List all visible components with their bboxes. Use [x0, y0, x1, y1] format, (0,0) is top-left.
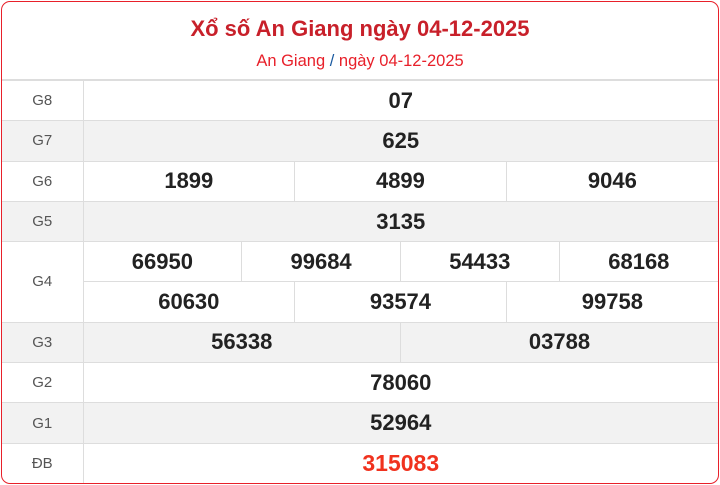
prize-number: 52964	[82, 402, 718, 444]
prize-row-g5: G5 3135	[2, 200, 718, 243]
prize-number: 99758	[505, 281, 718, 323]
prize-row-g4-2: 60630 93574 99758	[2, 281, 718, 323]
breadcrumb: An Giang / ngày 04-12-2025	[2, 52, 718, 71]
prize-label: G5	[2, 200, 84, 243]
special-prize-number: 315083	[82, 442, 718, 483]
prize-number: 3135	[82, 200, 718, 243]
breadcrumb-separator: /	[329, 52, 335, 70]
breadcrumb-province-link[interactable]: An Giang	[256, 52, 326, 70]
prize-number: 68168	[558, 241, 718, 283]
breadcrumb-date-link[interactable]: ngày 04-12-2025	[338, 52, 464, 70]
prize-label: G3	[2, 321, 84, 364]
prize-row-g7: G7 625	[2, 120, 718, 162]
prize-number: 66950	[82, 241, 243, 283]
page-title: Xổ số An Giang ngày 04-12-2025	[190, 16, 530, 41]
prize-row-g8: G8 07	[2, 79, 718, 122]
prize-label: G4	[2, 241, 84, 323]
prize-row-g2: G2 78060	[2, 362, 718, 404]
results-table: G8 07 G7 625 G6 1899 4899 9046 G5 3135 G4 6…	[2, 79, 718, 483]
prize-number: 07	[82, 79, 718, 122]
prize-label: G8	[2, 79, 84, 122]
results-header: Xổ số An Giang ngày 04-12-2025 An Giang …	[2, 2, 718, 80]
prize-number: 60630	[83, 281, 296, 323]
prize-row-g6: G6 1899 4899 9046	[2, 160, 718, 202]
prize-number: 4899	[294, 160, 507, 202]
prize-label: G1	[2, 402, 84, 444]
prize-row-special: ĐB 315083	[2, 442, 718, 483]
prize-number: 93574	[294, 281, 507, 323]
prize-label: G6	[2, 160, 84, 202]
prize-number: 78060	[82, 362, 718, 404]
prize-row-g3: G3 56338 03788	[2, 321, 718, 364]
prize-number: 9046	[505, 160, 718, 202]
prize-label: G2	[2, 362, 84, 404]
prize-number: 56338	[82, 321, 401, 364]
prize-label: G7	[2, 120, 84, 162]
prize-number: 1899	[82, 160, 296, 202]
prize-number: 99684	[241, 241, 401, 283]
prize-number: 54433	[399, 241, 560, 283]
prize-row-g4: G4 66950 99684 54433 68168	[2, 241, 718, 323]
prize-number: 625	[82, 120, 718, 162]
prize-row-g1: G1 52964	[2, 402, 718, 444]
prize-number: 03788	[399, 321, 718, 364]
prize-label: ĐB	[2, 442, 84, 483]
